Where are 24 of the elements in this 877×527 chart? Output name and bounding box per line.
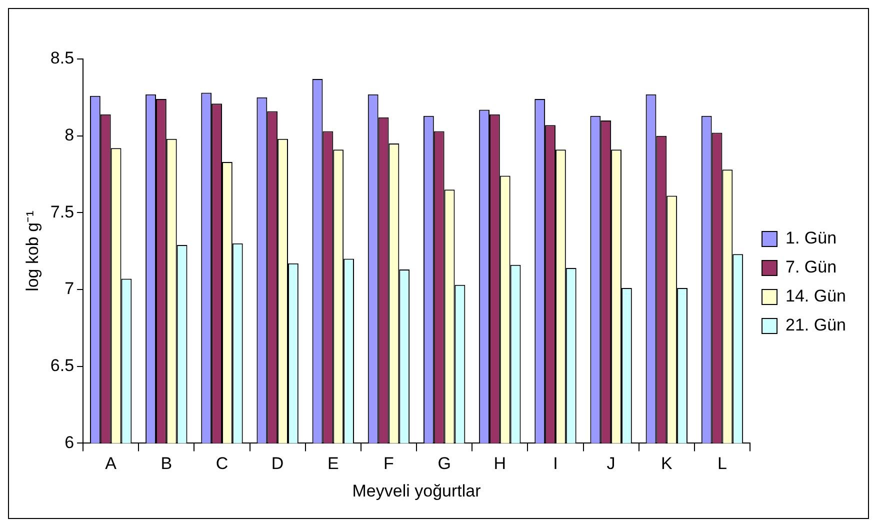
- y-tick-label: 8.5: [50, 48, 74, 68]
- y-axis-title: log kob g⁻¹: [22, 210, 42, 292]
- y-tick-label: 8: [64, 126, 74, 145]
- y-tick-label: 7.5: [50, 202, 74, 222]
- x-tick-label: E: [327, 454, 339, 474]
- legend-label: 7. Gün: [786, 258, 837, 277]
- legend-label: 14. Gün: [786, 286, 846, 306]
- x-tick-label: B: [160, 454, 172, 474]
- x-tick-label: H: [494, 454, 506, 474]
- y-tick-label: 7: [64, 279, 74, 298]
- x-tick-label: A: [105, 454, 118, 474]
- x-tick-label: F: [384, 454, 394, 474]
- x-tick-label: K: [660, 454, 673, 474]
- y-tick-label: 6.5: [50, 356, 74, 376]
- legend-label: 21. Gün: [786, 316, 846, 335]
- x-axis-title: Meyveli yoğurtlar: [352, 481, 482, 500]
- x-tick-label: L: [717, 454, 727, 474]
- legend-label: 1. Gün: [786, 228, 837, 248]
- x-tick-label: G: [438, 454, 451, 474]
- x-tick-label: I: [553, 454, 558, 474]
- x-tick-label: J: [606, 454, 616, 474]
- y-tick-label: 6: [64, 432, 74, 452]
- x-tick-label: C: [216, 454, 228, 474]
- x-tick-label: D: [271, 454, 284, 474]
